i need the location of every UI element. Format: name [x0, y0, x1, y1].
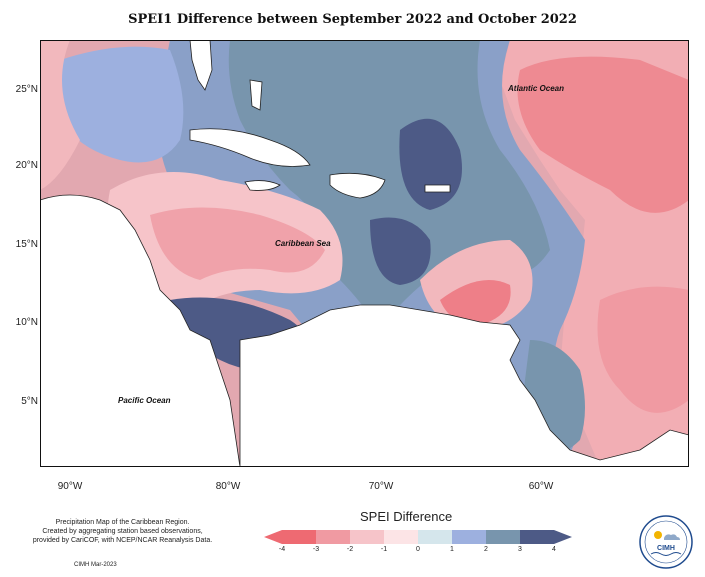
- colorbar-swatch: [520, 530, 554, 544]
- cimh-logo: CIMH: [639, 515, 693, 569]
- credits-line-2: Created by aggregating station based obs…: [42, 528, 203, 535]
- colorbar-arrow-right: [554, 530, 572, 544]
- legend-colorbar: [264, 530, 572, 544]
- legend-title: SPEI Difference: [360, 509, 453, 524]
- credits-line-1: Precipitation Map of the Caribbean Regio…: [55, 519, 190, 526]
- caribbean-sea-label: Caribbean Sea: [275, 239, 331, 248]
- gulf-transition: [40, 40, 80, 190]
- colorbar-swatch: [384, 530, 418, 544]
- credits-line-3: provided by CariCOF, with NCEP/NCAR Rean…: [32, 537, 213, 544]
- legend-tick-label: 1: [450, 546, 454, 553]
- legend-tick-label: 4: [552, 546, 556, 553]
- atlantic-deep-dry-zone-2: [597, 286, 689, 413]
- logo-text: CIMH: [657, 545, 675, 552]
- lon-label-70: 70°W: [368, 481, 394, 492]
- pacific-ocean-label: Pacific Ocean: [118, 396, 171, 405]
- gulf-wet-zone: [60, 46, 184, 163]
- legend-tick-label: -2: [346, 546, 354, 553]
- lon-label-80: 80°W: [215, 481, 241, 492]
- south-america-land: [239, 304, 689, 467]
- cloud-icon: [664, 534, 680, 540]
- venezuela-dry-core: [440, 280, 511, 325]
- colorbar-arrow-left: [264, 530, 282, 544]
- spei-map: [40, 40, 689, 467]
- atlantic-deep-dry-zone: [517, 56, 689, 213]
- caribbean-dry-core: [150, 207, 325, 280]
- cuba-land: [189, 128, 311, 167]
- colorbar-swatch: [350, 530, 384, 544]
- legend-tick-label: -3: [312, 546, 320, 553]
- puerto-rico-land: [424, 184, 451, 193]
- lon-label-60: 60°W: [528, 481, 554, 492]
- colorbar-swatch: [282, 530, 316, 544]
- colorbar-swatch: [316, 530, 350, 544]
- lat-label-15: 15°N: [15, 239, 38, 250]
- legend-tick-label: -4: [278, 546, 286, 553]
- bahamas-land: [249, 79, 263, 111]
- colorbar-swatch: [418, 530, 452, 544]
- legend-tick-label: 3: [518, 546, 522, 553]
- map-title: SPEI1 Difference between September 2022 …: [128, 12, 577, 27]
- lat-label-25: 25°N: [15, 84, 38, 95]
- lat-label-5: 5°N: [21, 396, 38, 407]
- credits-block: Precipitation Map of the Caribbean Regio…: [20, 518, 225, 545]
- sun-icon: [654, 531, 662, 539]
- lat-label-20: 20°N: [15, 160, 38, 171]
- florida-land: [189, 40, 213, 91]
- hispaniola-land: [329, 172, 386, 199]
- lon-label-90: 90°W: [57, 481, 83, 492]
- colorbar-swatch: [452, 530, 486, 544]
- wave-icon: [650, 552, 682, 556]
- jamaica-land: [244, 180, 281, 191]
- legend-tick-label: -1: [380, 546, 388, 553]
- legend-tick-label: 0: [416, 546, 420, 553]
- wet-core-2: [370, 217, 431, 285]
- lat-label-10: 10°N: [15, 317, 38, 328]
- pacific-ocean-area: [40, 300, 240, 467]
- credits-stamp: CIMH Mar-2023: [74, 562, 117, 568]
- atlantic-ocean-label: Atlantic Ocean: [508, 84, 565, 93]
- colorbar-swatch: [486, 530, 520, 544]
- legend-tick-label: 2: [484, 546, 488, 553]
